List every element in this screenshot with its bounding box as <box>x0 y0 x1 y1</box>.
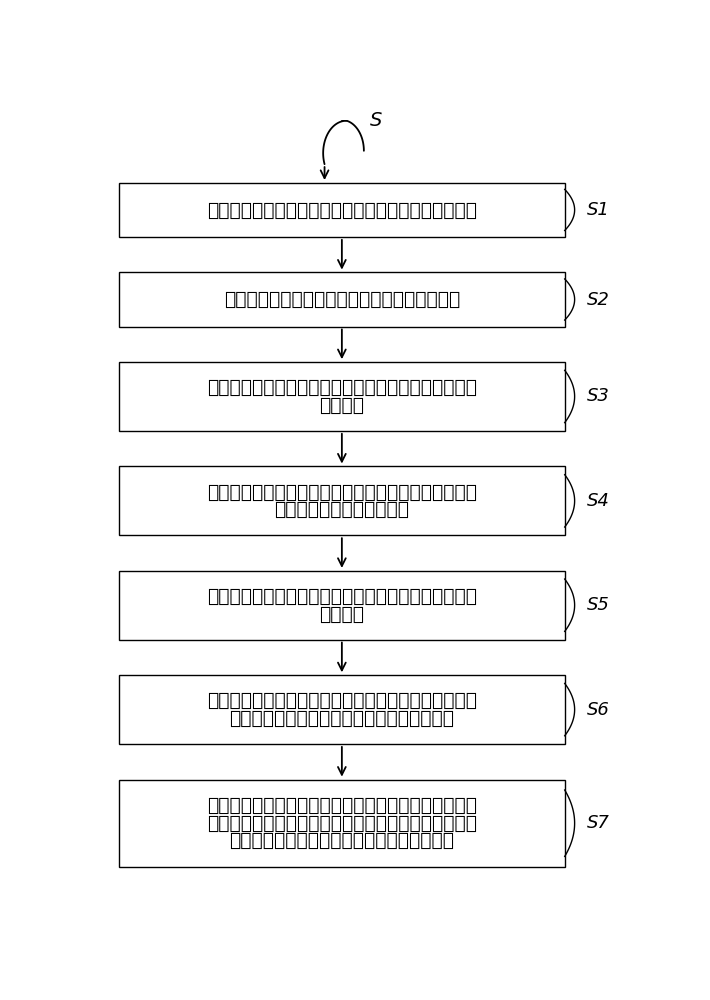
Bar <box>119 362 564 431</box>
Text: 初始化雷达扫描图像中所有检测单元的杂波功率估计值: 初始化雷达扫描图像中所有检测单元的杂波功率估计值 <box>207 200 477 219</box>
Bar <box>119 272 564 327</box>
Text: 扫描图像中是否有目标出现和是否更新杂波图: 扫描图像中是否有目标出现和是否更新杂波图 <box>229 831 454 850</box>
Text: 累计值与移位寄存器的长度之间的大小关系，确定当前: 累计值与移位寄存器的长度之间的大小关系，确定当前 <box>207 814 477 833</box>
Text: 获取雷达当前扫描图像中所有检测单元的测量值: 获取雷达当前扫描图像中所有检测单元的测量值 <box>224 290 460 309</box>
Text: S3: S3 <box>586 387 610 405</box>
Text: 根据第二级检测的统计量与第二级检测门限及计数器的: 根据第二级检测的统计量与第二级检测门限及计数器的 <box>207 796 477 815</box>
Bar <box>119 571 564 640</box>
Bar <box>119 780 564 867</box>
Text: 到第二级检测的统计量，并将计数器累积一次: 到第二级检测的统计量，并将计数器累积一次 <box>229 709 454 728</box>
Text: S7: S7 <box>586 814 610 832</box>
Bar <box>119 466 564 535</box>
Text: 将每个检测单元的第一级检测的统计量分别存入一个移: 将每个检测单元的第一级检测的统计量分别存入一个移 <box>207 587 477 606</box>
Text: S: S <box>371 111 383 130</box>
Text: 确定其第一级检测的统计量: 确定其第一级检测的统计量 <box>274 500 410 519</box>
Bar <box>119 675 564 744</box>
Text: S6: S6 <box>586 701 610 719</box>
Text: 对每个移位寄存器内的所有第一级检测的统计量求和得: 对每个移位寄存器内的所有第一级检测的统计量求和得 <box>207 691 477 710</box>
Text: S4: S4 <box>586 492 610 510</box>
Text: S2: S2 <box>586 291 610 309</box>
Text: 根据检测单元的测量值与高门限和低门限的大小关系，: 根据检测单元的测量值与高门限和低门限的大小关系， <box>207 482 477 501</box>
Text: S1: S1 <box>586 201 610 219</box>
Text: 和低门限: 和低门限 <box>320 396 364 415</box>
Text: 计算当前扫描图像中每个检测单元第一级检测的高门限: 计算当前扫描图像中每个检测单元第一级检测的高门限 <box>207 378 477 397</box>
Bar <box>119 183 564 237</box>
Text: S5: S5 <box>586 596 610 614</box>
Text: 位寄存器: 位寄存器 <box>320 605 364 624</box>
